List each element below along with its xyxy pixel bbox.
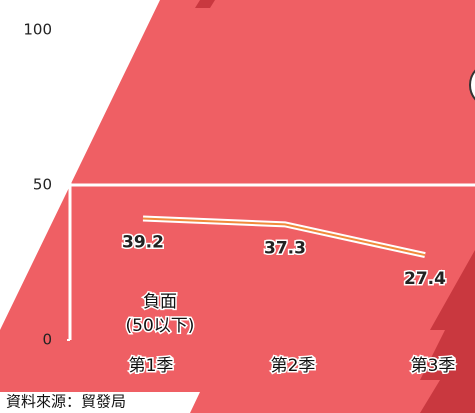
data-label: 27.4 (404, 269, 446, 289)
y-tick-label: 100 (23, 21, 52, 39)
y-tick-label: 50 (33, 176, 52, 194)
data-label: 37.3 (264, 238, 306, 258)
annotation: 負面 (143, 292, 177, 312)
annotation: (50以下) (126, 316, 195, 336)
chart: 資料來源：貿發局 0 50 100 第1季 第2季 第3季 負面 (50以下) 39.2 37.3… (0, 0, 475, 413)
source: 資料來源：貿發局 (6, 393, 126, 411)
y-tick-label: 0 (42, 331, 52, 349)
data-label: 39.2 (122, 232, 164, 252)
x-tick-label: 第2季 (271, 356, 316, 376)
x-tick-label: 第1季 (129, 356, 174, 376)
x-tick-label: 第3季 (411, 356, 456, 376)
